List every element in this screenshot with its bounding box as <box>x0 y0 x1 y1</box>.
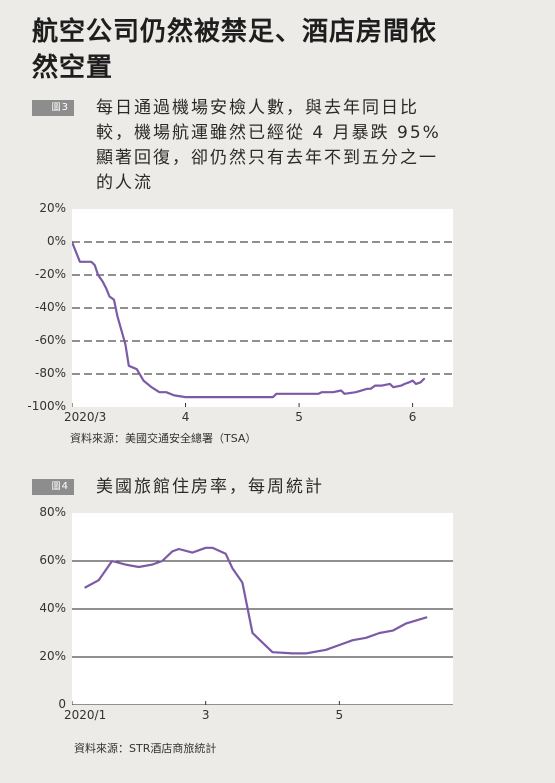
figure-4-tag-number: 4 <box>61 481 68 492</box>
figure-3-tag-word: 圖 <box>51 103 61 113</box>
y-tick-label: -40% <box>34 300 66 314</box>
y-tick-label: -20% <box>34 267 66 281</box>
y-tick-label: -100% <box>27 399 66 413</box>
series-line <box>84 546 428 655</box>
y-tick-label: -60% <box>34 333 66 347</box>
y-tick-label: 0 <box>58 697 66 711</box>
series-line <box>70 240 426 399</box>
x-tick-label: 5 <box>295 410 303 424</box>
figure-4-caption: 美國旅館住房率，每周統計 <box>96 477 324 497</box>
figure-4-tag: 圖4 <box>32 479 74 495</box>
y-tick-label: 40% <box>39 601 66 615</box>
figure-3-caption: 每日通過機場安檢人數，與去年同日比較，機場航運雖然已經從 4 月暴跌 95% 顯… <box>96 98 441 193</box>
chart-2-plot-area <box>71 513 453 706</box>
y-tick-label: 60% <box>39 553 66 567</box>
headline: 航空公司仍然被禁足、酒店房間依然空置 <box>32 17 438 83</box>
figure-4-source: 資料來源：STR酒店商旅統計 <box>74 742 217 755</box>
x-tick-label: 2020/1 <box>64 708 107 722</box>
figure-3-tag: 圖3 <box>32 100 74 116</box>
figure-3-tag-number: 3 <box>61 102 68 113</box>
y-tick-label: -80% <box>34 366 66 380</box>
x-tick-label: 5 <box>335 708 344 722</box>
figure-4-tag-word: 圖 <box>51 482 61 492</box>
x-tick-label: 3 <box>201 708 210 722</box>
chart-1-plot-area <box>70 209 453 407</box>
figure-3-source: 資料來源：美國交通安全總署（TSA） <box>70 432 257 445</box>
y-tick-label: 0% <box>46 234 66 248</box>
y-tick-label: 20% <box>39 649 66 663</box>
y-tick-label: 80% <box>39 505 66 519</box>
y-tick-label: 20% <box>39 201 66 215</box>
x-tick-label: 6 <box>408 410 417 424</box>
x-tick-label: 4 <box>181 410 190 424</box>
chart-1-svg <box>70 240 453 407</box>
chart-2-svg <box>71 546 453 706</box>
x-tick-label: 2020/3 <box>64 410 107 424</box>
